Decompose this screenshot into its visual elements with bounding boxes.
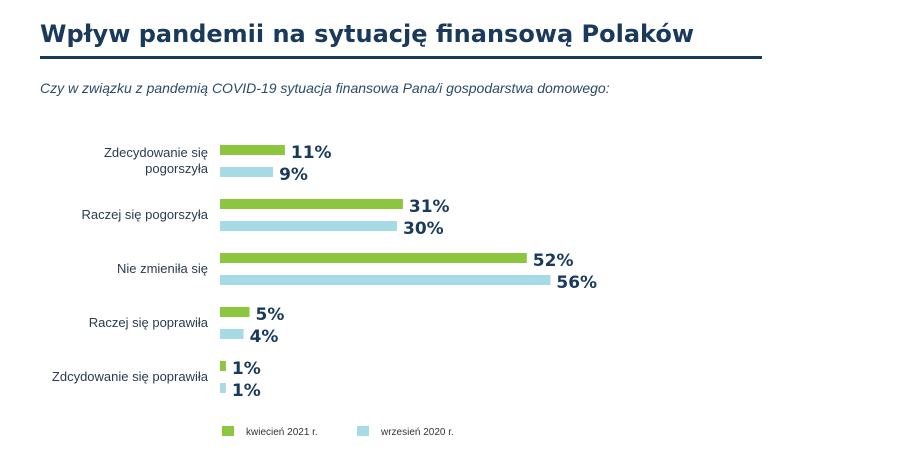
bar-april-2021 (220, 361, 226, 371)
data-label: 11% (291, 143, 332, 163)
category-label: Zdcydowanie się poprawiła (52, 369, 209, 384)
data-label: 1% (232, 381, 261, 401)
data-label: 52% (533, 251, 574, 271)
bar-september-2020 (220, 275, 551, 285)
data-label: 4% (250, 327, 279, 347)
legend-label: wrzesień 2020 r. (380, 427, 454, 438)
bar-april-2021 (220, 145, 285, 155)
data-label: 56% (556, 273, 597, 293)
bar-september-2020 (220, 167, 274, 177)
data-label: 31% (409, 197, 450, 217)
bar-september-2020 (220, 221, 397, 231)
data-label: 5% (256, 305, 285, 325)
bar-september-2020 (220, 329, 244, 339)
bar-april-2021 (220, 307, 250, 317)
legend-swatch-september-2020 (357, 426, 369, 436)
category-label: Zdecydowanie się (104, 145, 208, 160)
data-label: 9% (279, 165, 308, 185)
legend-label: kwiecień 2021 r. (246, 427, 318, 438)
category-label: Raczej się poprawiła (89, 315, 209, 330)
bar-april-2021 (220, 199, 403, 209)
legend-swatch-april-2021 (222, 426, 234, 436)
data-label: 30% (403, 219, 444, 239)
chart-title: Wpływ pandemii na sytuację finansową Pol… (40, 20, 694, 48)
category-label: pogorszyła (145, 161, 209, 176)
bar-september-2020 (220, 383, 226, 393)
data-label: 1% (232, 359, 261, 379)
bar-april-2021 (220, 253, 527, 263)
title-underline (40, 56, 762, 59)
chart-subtitle: Czy w związku z pandemią COVID-19 sytuac… (40, 80, 610, 96)
category-label: Nie zmieniła się (117, 261, 208, 276)
category-label: Raczej się pogorszyła (82, 207, 209, 222)
